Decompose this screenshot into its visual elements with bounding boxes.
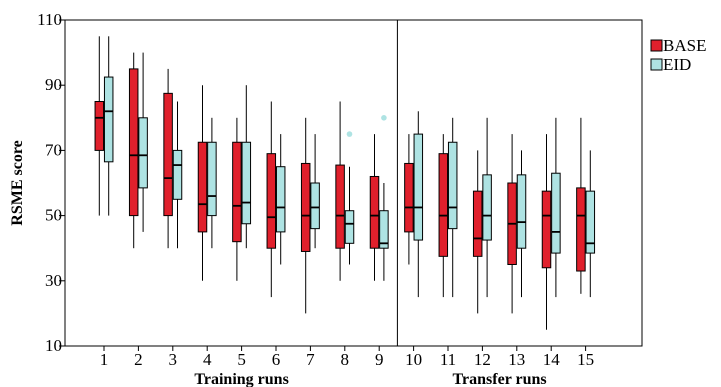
- box-eid: [413, 111, 424, 298]
- y-tick-label: 10: [45, 336, 62, 355]
- x-tick-label: 6: [272, 350, 281, 369]
- y-tick-label: 90: [45, 75, 62, 94]
- box-base: [300, 117, 311, 314]
- box-base: [472, 150, 483, 314]
- x-tick-label: 12: [474, 350, 491, 369]
- box-base: [404, 134, 414, 265]
- x-tick-label: 4: [203, 350, 212, 369]
- legend-swatch-base: [650, 39, 663, 52]
- box-body: [482, 174, 492, 241]
- boxes-layer: [94, 36, 596, 330]
- box-eid: [103, 36, 114, 216]
- legend-swatch-eid: [650, 58, 663, 71]
- box-body: [379, 210, 389, 249]
- box-eid: [344, 166, 355, 265]
- box-eid: [172, 101, 183, 249]
- box-body: [369, 175, 380, 249]
- box-base: [197, 85, 208, 281]
- box-body: [541, 190, 552, 269]
- x-tick-label: 14: [543, 350, 561, 369]
- box-body: [275, 166, 286, 233]
- box-body: [232, 141, 242, 243]
- box-body: [472, 190, 483, 257]
- box-eid: [275, 134, 286, 265]
- box-body: [128, 68, 139, 217]
- x-axis: 1 2 3 4 5 6 7 8 9 10 11 12 13 14 15: [100, 346, 594, 369]
- box-body: [163, 92, 173, 217]
- box-body: [335, 164, 345, 249]
- box-body: [585, 190, 596, 254]
- x-tick-label: 3: [169, 350, 178, 369]
- box-body: [576, 187, 586, 272]
- box-eid: [379, 183, 389, 281]
- box-eid: [138, 52, 148, 232]
- x-tick-label: 13: [508, 350, 525, 369]
- x-tick-label: 15: [577, 350, 594, 369]
- box-eid: [516, 150, 527, 298]
- group-label: Training runs: [194, 371, 288, 387]
- box-body: [94, 101, 105, 151]
- box-body: [516, 174, 527, 249]
- y-tick-label: 50: [45, 206, 62, 225]
- box-base: [94, 36, 105, 216]
- box-eid: [482, 117, 492, 298]
- box-body: [266, 153, 277, 249]
- box-body: [172, 149, 183, 200]
- x-tick-label: 10: [405, 350, 422, 369]
- box-body: [413, 133, 424, 241]
- box-base: [507, 134, 517, 314]
- x-tick-label: 2: [134, 350, 143, 369]
- box-body: [310, 182, 320, 230]
- y-axis: 10 30 50 70 90 110: [37, 10, 65, 355]
- box-eid: [241, 85, 252, 249]
- legend-label-base: BASE: [663, 36, 706, 55]
- box-body: [404, 162, 414, 233]
- plot-border: [64, 19, 643, 347]
- x-tick-label: 5: [237, 350, 246, 369]
- box-base: [438, 134, 449, 298]
- box-eid: [447, 117, 458, 298]
- x-tick-label: 1: [100, 350, 109, 369]
- outlier-point: [346, 131, 353, 137]
- box-base: [232, 117, 242, 281]
- y-tick-label: 110: [37, 10, 62, 29]
- legend-label-eid: EID: [663, 55, 691, 74]
- box-eid: [551, 117, 561, 298]
- box-base: [335, 101, 345, 281]
- box-body: [103, 76, 114, 163]
- box-base: [369, 134, 380, 281]
- y-tick-label: 30: [45, 271, 62, 290]
- box-base: [128, 52, 139, 249]
- box-eid: [310, 134, 320, 249]
- box-body: [344, 210, 355, 244]
- box-body: [207, 141, 217, 217]
- box-body: [438, 153, 449, 257]
- box-body: [447, 141, 458, 230]
- box-body: [138, 117, 148, 189]
- y-tick-label: 70: [45, 140, 62, 159]
- box-base: [541, 134, 552, 330]
- box-body: [197, 141, 208, 233]
- box-body: [551, 172, 561, 254]
- group-labels: Training runs Transfer runs: [194, 20, 547, 387]
- box-eid: [207, 117, 217, 249]
- x-tick-label: 9: [375, 350, 384, 369]
- box-body: [241, 141, 252, 225]
- y-axis-title: RSME score: [9, 140, 26, 225]
- box-base: [266, 101, 277, 298]
- box-base: [576, 117, 586, 294]
- box-body: [300, 162, 311, 252]
- plot-frame: [64, 19, 643, 347]
- group-label: Transfer runs: [453, 371, 547, 387]
- box-eid: [585, 150, 596, 298]
- x-tick-label: 8: [341, 350, 350, 369]
- outlier-point: [381, 115, 387, 121]
- x-tick-label: 7: [306, 350, 315, 369]
- x-tick-label: 11: [440, 350, 456, 369]
- box-base: [163, 68, 173, 249]
